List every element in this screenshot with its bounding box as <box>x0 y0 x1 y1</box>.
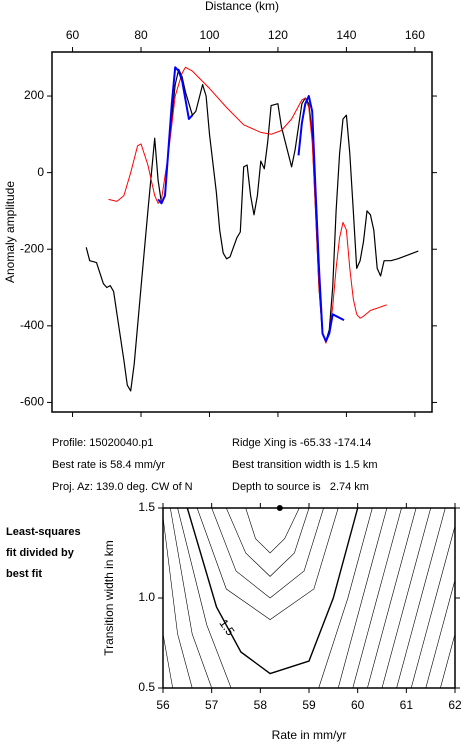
x-tick-label: 61 <box>400 698 414 712</box>
line-series <box>85 68 419 392</box>
contour-line <box>186 507 359 675</box>
contour-line <box>318 507 373 689</box>
y-tick-label: 1.5 <box>138 500 155 514</box>
annotation: Best rate is 58.4 mm/yr <box>52 459 165 471</box>
annotation: Profile: 15020040.p1 <box>52 437 154 449</box>
contour-line <box>211 507 324 599</box>
y-tick-label: 0.5 <box>138 680 155 694</box>
panel-title: fit divided by <box>6 547 75 559</box>
annotation: Proj. Az: 139.0 deg. CW of N <box>52 481 193 493</box>
x-tick-label: 57 <box>205 698 219 712</box>
x-axis-title: Distance (km) <box>205 0 279 13</box>
x-tick-label: 56 <box>156 698 170 712</box>
contour-line <box>440 633 456 689</box>
x-tick-label: 120 <box>268 28 288 42</box>
contour-label: 1.5 <box>216 617 237 639</box>
annotation: Depth to source is 2.74 km <box>232 481 369 493</box>
contour-line <box>410 525 456 689</box>
plot-frame <box>51 51 433 413</box>
x-tick-label: 140 <box>336 28 356 42</box>
x-tick-label: 58 <box>254 698 268 712</box>
x-tick-label: 160 <box>405 28 425 42</box>
y-tick-label: 1.0 <box>138 590 155 604</box>
line-series <box>157 66 345 343</box>
contour-line <box>196 507 339 620</box>
contour-line <box>177 507 232 689</box>
x-tick-label: 59 <box>302 698 316 712</box>
y-axis-title: Transition width in km <box>102 540 116 656</box>
x-tick-label: 80 <box>134 28 148 42</box>
y-tick-label: 0 <box>37 165 44 179</box>
contour-line <box>162 516 193 689</box>
x-tick-label: 100 <box>199 28 219 42</box>
panel-title: best fit <box>6 568 42 580</box>
x-tick-label: 60 <box>351 698 365 712</box>
x-tick-label: 62 <box>448 698 462 712</box>
y-tick-label: -200 <box>20 241 44 255</box>
contour-line <box>337 507 388 689</box>
contour-line <box>381 507 431 689</box>
plot-frame <box>162 507 456 689</box>
annotation: Ridge Xing is -65.33 -174.14 <box>232 437 371 449</box>
contour-line <box>162 633 173 689</box>
contour-line <box>226 507 310 577</box>
line-series <box>108 66 387 344</box>
panel-title: Least-squares <box>6 526 81 538</box>
y-tick-label: -400 <box>20 318 44 332</box>
x-tick-label: 60 <box>66 28 80 42</box>
x-axis-title: Rate in mm/yr <box>272 728 347 742</box>
y-tick-label: -600 <box>20 395 44 409</box>
contour-line <box>425 579 456 689</box>
y-tick-label: 200 <box>24 88 44 102</box>
contour-line <box>245 507 300 554</box>
contour-line <box>352 507 402 689</box>
y-axis-title: Anomaly amplitude <box>3 181 17 283</box>
contour-line <box>396 507 446 689</box>
annotation: Best transition width is 1.5 km <box>232 459 378 471</box>
contour-line <box>170 507 212 689</box>
contour-line <box>367 507 417 689</box>
